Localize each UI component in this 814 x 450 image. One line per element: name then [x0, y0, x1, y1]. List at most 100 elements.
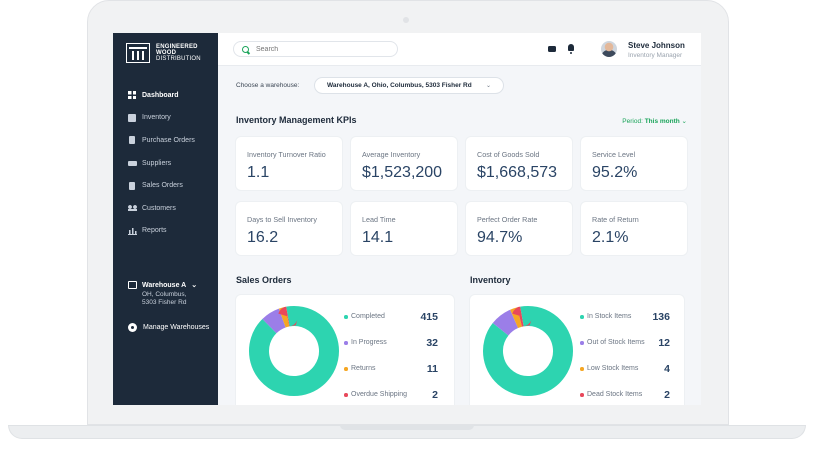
legend-item[interactable]: Overdue Shipping 2	[236, 389, 454, 401]
legend-value: 12	[658, 337, 670, 349]
chart-icon	[128, 226, 137, 235]
sidebar: ENGINEERED WOOD DISTRIBUTION Dashboard I…	[113, 33, 218, 405]
kpi-value: $1,668,573	[477, 164, 558, 181]
bell-icon[interactable]	[568, 44, 574, 54]
legend-item[interactable]: In Stock Items 136	[470, 311, 684, 323]
period-selector[interactable]: Period: This month ⌄	[622, 117, 687, 125]
kpi-label: Lead Time	[362, 215, 396, 224]
sidebar-item-customers[interactable]: Customers	[113, 197, 218, 220]
warehouse-select[interactable]: Warehouse A, Ohio, Columbus, 5303 Fisher…	[314, 77, 504, 94]
sidebar-item-label: Suppliers	[142, 159, 172, 167]
kpi-label: Days to Sell Inventory	[247, 215, 317, 224]
inventory-donut-chart	[483, 306, 573, 396]
sidebar-item-reports[interactable]: Reports	[113, 220, 218, 243]
dashboard-icon	[128, 91, 136, 100]
kpi-section-title: Inventory Management KPIs	[236, 115, 357, 125]
legend-label: Completed	[351, 313, 385, 320]
user-role: Inventory Manager	[628, 52, 683, 59]
legend-value: 32	[426, 337, 438, 349]
brand-logo[interactable]: ENGINEERED WOOD DISTRIBUTION	[126, 43, 201, 63]
manage-warehouses-link[interactable]: Manage Warehouses	[128, 323, 209, 332]
legend-dot-icon	[580, 367, 584, 371]
legend-value: 2	[664, 389, 670, 401]
avatar[interactable]	[601, 41, 617, 57]
donut-slice-dead-stock-items[interactable]	[483, 306, 573, 396]
kpi-value: $1,523,200	[362, 164, 443, 181]
sales-orders-title: Sales Orders	[236, 275, 292, 285]
search-icon	[242, 45, 249, 53]
document-icon	[129, 181, 135, 190]
legend-dot-icon	[580, 393, 584, 397]
kpi-label: Service Level	[592, 150, 636, 159]
sidebar-item-label: Customers	[142, 204, 176, 212]
users-icon	[128, 205, 137, 212]
legend-value: 2	[432, 389, 438, 401]
legend-label: Overdue Shipping	[351, 391, 408, 398]
legend-label: Low Stock Items	[587, 365, 639, 372]
legend-item[interactable]: Dead Stock Items 2	[470, 389, 684, 401]
legend-value: 136	[652, 311, 670, 323]
sidebar-item-label: Inventory	[142, 114, 171, 122]
inventory-title: Inventory	[470, 275, 511, 285]
sales-orders-panel: Completed 415 In Progress 32 Returns 11 Overdu…	[236, 295, 454, 405]
main-content: Choose a warehouse: Warehouse A, Ohio, C…	[218, 65, 701, 405]
legend-label: In Progress	[351, 339, 387, 346]
sidebar-item-label: Dashboard	[142, 91, 179, 99]
sales-orders-donut-chart	[249, 306, 339, 396]
sidebar-item-label: Reports	[142, 227, 167, 235]
kpi-card-perfect-order-rate: Perfect Order Rate 94.7%	[466, 202, 572, 255]
kpi-card-days-to-sell: Days to Sell Inventory 16.2	[236, 202, 342, 255]
legend-dot-icon	[344, 315, 348, 319]
sidebar-item-suppliers[interactable]: Suppliers	[113, 152, 218, 175]
legend-value: 415	[420, 311, 438, 323]
legend-dot-icon	[344, 393, 348, 397]
kpi-card-lead-time: Lead Time 14.1	[351, 202, 457, 255]
clipboard-icon	[129, 136, 135, 145]
sidebar-item-dashboard[interactable]: Dashboard	[113, 84, 218, 107]
kpi-label: Rate of Return	[592, 215, 639, 224]
laptop-notch	[340, 425, 474, 430]
warehouse-address: OH, Columbus, 5303 Fisher Rd	[142, 291, 187, 306]
period-value: This month	[644, 118, 680, 125]
sidebar-item-sales-orders[interactable]: Sales Orders	[113, 174, 218, 197]
inventory-icon	[128, 113, 136, 122]
sidebar-nav: Dashboard Inventory Purchase Orders Supp…	[113, 84, 218, 242]
search-box[interactable]	[233, 41, 398, 57]
camera-dot	[403, 17, 409, 23]
warehouse-dropdown[interactable]: Warehouse A ⌄	[128, 281, 213, 289]
manage-warehouses-label: Manage Warehouses	[143, 324, 210, 331]
chevron-down-icon: ⌄	[681, 118, 687, 125]
top-bar: Steve Johnson Inventory Manager	[218, 33, 701, 66]
legend-item[interactable]: In Progress 32	[236, 337, 454, 349]
search-input[interactable]	[256, 45, 396, 53]
legend-item[interactable]: Low Stock Items 4	[470, 363, 684, 375]
kpi-label: Perfect Order Rate	[477, 215, 538, 224]
kpi-label: Inventory Turnover Ratio	[247, 150, 326, 159]
legend-dot-icon	[344, 341, 348, 345]
legend-item[interactable]: Out of Stock Items 12	[470, 337, 684, 349]
sidebar-item-inventory[interactable]: Inventory	[113, 107, 218, 130]
warehouse-icon	[128, 281, 137, 289]
inventory-panel: In Stock Items 136 Out of Stock Items 12 Low…	[470, 295, 684, 405]
kpi-value: 94.7%	[477, 229, 523, 246]
kpi-value: 95.2%	[592, 164, 638, 181]
period-label: Period:	[622, 118, 643, 125]
warehouse-select-label: Choose a warehouse:	[236, 82, 300, 89]
sidebar-item-label: Purchase Orders	[142, 136, 195, 144]
legend-dot-icon	[580, 315, 584, 319]
sidebar-item-purchase-orders[interactable]: Purchase Orders	[113, 129, 218, 152]
kpi-label: Average Inventory	[362, 150, 421, 159]
warehouse-select-value: Warehouse A, Ohio, Columbus, 5303 Fisher…	[327, 82, 472, 89]
kpi-value: 1.1	[247, 164, 270, 181]
warehouse-logo-icon	[126, 43, 150, 63]
legend-item[interactable]: Completed 415	[236, 311, 454, 323]
app-screen: ENGINEERED WOOD DISTRIBUTION Dashboard I…	[113, 33, 701, 405]
legend-label: Dead Stock Items	[587, 391, 643, 398]
legend-label: Out of Stock Items	[587, 339, 645, 346]
legend-value: 4	[664, 363, 670, 375]
donut-slice-overdue-shipping[interactable]	[249, 306, 339, 396]
legend-dot-icon	[344, 367, 348, 371]
kpi-card-service-level: Service Level 95.2%	[581, 137, 687, 190]
chat-icon[interactable]	[548, 46, 556, 52]
legend-item[interactable]: Returns 11	[236, 363, 454, 375]
